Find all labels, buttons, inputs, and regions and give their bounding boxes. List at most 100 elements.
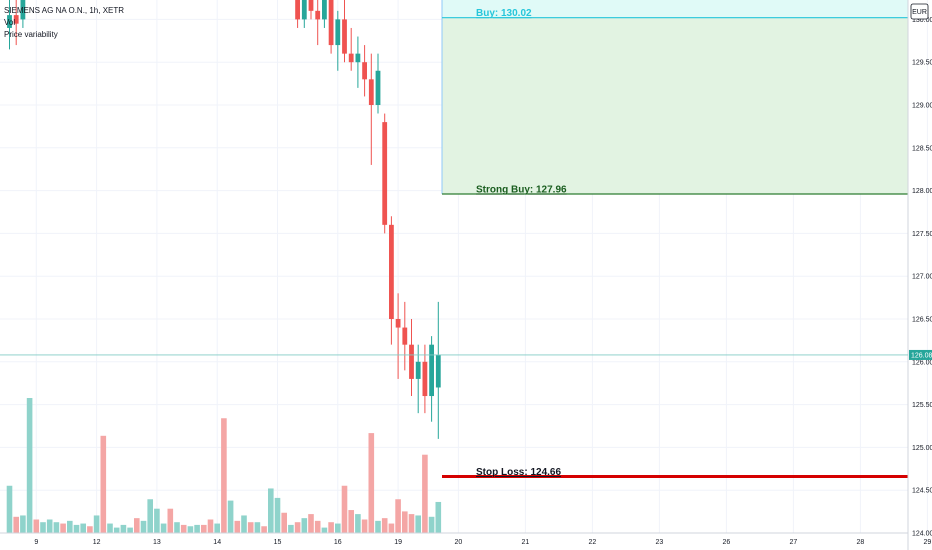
x-tick-label: 14: [213, 539, 221, 546]
candle-body[interactable]: [362, 62, 367, 80]
x-tick-label: 20: [455, 539, 463, 546]
volume-bar: [361, 519, 368, 533]
volume-bar: [281, 512, 287, 533]
volume-bar: [160, 523, 167, 533]
volume-bar: [80, 523, 86, 533]
candle-body[interactable]: [315, 10, 321, 20]
volume-bar: [388, 523, 395, 533]
volume-bar: [120, 524, 127, 533]
volume-layer: [6, 398, 442, 533]
candle-body[interactable]: [13, 15, 19, 24]
volume-bar: [174, 522, 180, 533]
volume-bar: [288, 524, 294, 533]
candle-body[interactable]: [308, 0, 314, 11]
candle-body[interactable]: [395, 319, 401, 328]
volume-bar: [113, 527, 120, 533]
candle-body[interactable]: [415, 361, 421, 379]
zones-layer: Strong Sell: 132.73Sell: 131.59Hold: 131…: [441, 0, 908, 479]
volume-bar: [301, 518, 308, 533]
volume-bar: [408, 514, 415, 533]
x-tick-label: 9: [34, 539, 38, 546]
y-tick-label: 124.00: [912, 531, 932, 538]
volume-bar: [167, 508, 174, 533]
chart-legend: SIEMENS AG NA O.N., 1h, XETR Vol Price v…: [4, 5, 124, 41]
volume-bar: [375, 520, 381, 533]
candle-body[interactable]: [409, 344, 414, 379]
zone-fill: [442, 0, 908, 18]
volume-bar: [134, 518, 140, 533]
candle-body[interactable]: [429, 344, 434, 397]
volume-bar: [60, 523, 66, 533]
volume-bar: [261, 526, 267, 533]
volume-bar: [314, 520, 321, 533]
volume-indicator-label[interactable]: Vol: [4, 18, 16, 27]
x-tick-label: 26: [723, 539, 731, 546]
y-tick-label: 127.50: [912, 231, 932, 238]
volume-bar: [247, 522, 254, 533]
last-price-value: 126.08: [911, 352, 932, 359]
candle-body[interactable]: [402, 327, 408, 345]
volume-bar: [33, 519, 40, 533]
y-tick-label: 125.50: [912, 402, 932, 409]
candle-body[interactable]: [422, 361, 428, 397]
candle-body[interactable]: [301, 0, 307, 20]
volume-bar: [53, 522, 60, 533]
candle-body[interactable]: [20, 0, 26, 20]
candle-body[interactable]: [328, 0, 334, 46]
volume-bar: [180, 524, 187, 533]
volume-bar: [6, 485, 13, 533]
y-tick-label: 129.00: [912, 103, 932, 110]
volume-bar: [234, 520, 241, 533]
zone-label-stop-loss: Stop Loss: 124.66: [476, 467, 561, 478]
price-variability-indicator-label[interactable]: Price variability: [4, 30, 58, 39]
volume-bar: [40, 522, 46, 533]
volume-bar: [107, 523, 113, 533]
x-tick-label: 28: [857, 539, 865, 546]
volume-bar: [93, 515, 100, 533]
candle-body[interactable]: [389, 224, 394, 319]
currency-button[interactable]: [910, 3, 929, 20]
candle-body[interactable]: [7, 15, 12, 28]
volume-bar: [147, 499, 153, 533]
volume-bar: [328, 522, 334, 533]
volume-bar: [428, 516, 435, 533]
x-tick-label: 15: [274, 539, 282, 546]
candle-body[interactable]: [322, 0, 327, 20]
y-tick-label: 128.00: [912, 188, 932, 195]
y-tick-label: 129.50: [912, 60, 932, 67]
candle-body[interactable]: [355, 53, 361, 63]
volume-bar: [241, 515, 247, 533]
candle-body[interactable]: [435, 354, 441, 388]
zone-label-buy: Buy: 130.02: [476, 8, 532, 19]
y-tick-label: 130.00: [912, 17, 932, 24]
y-tick-label: 125.00: [912, 445, 932, 452]
x-tick-label: 29: [924, 539, 932, 546]
volume-bar: [26, 398, 33, 533]
volume-bar: [87, 526, 93, 533]
x-tick-label: 23: [656, 539, 664, 546]
symbol-title[interactable]: SIEMENS AG NA O.N., 1h, XETR: [4, 6, 125, 15]
volume-bar: [294, 522, 301, 533]
candle-body[interactable]: [382, 122, 388, 225]
candle-layer: [7, 0, 441, 439]
volume-bar: [415, 515, 421, 533]
candle-body[interactable]: [295, 0, 300, 20]
zone-fill: [442, 17, 908, 195]
y-tick-label: 127.00: [912, 274, 932, 281]
last-price-badge: [909, 349, 932, 360]
volume-bar: [100, 435, 107, 533]
volume-bar: [422, 454, 428, 533]
volume-bar: [308, 514, 314, 533]
candle-body[interactable]: [348, 53, 354, 63]
x-tick-label: 16: [334, 539, 342, 546]
candle-body[interactable]: [335, 19, 341, 46]
volume-bar: [268, 488, 274, 533]
volume-bar: [381, 518, 388, 533]
currency-label: EUR: [912, 9, 927, 16]
candle-body[interactable]: [375, 70, 381, 105]
candle-body[interactable]: [342, 19, 347, 54]
candle-body[interactable]: [368, 79, 374, 105]
volume-bar: [321, 527, 328, 533]
